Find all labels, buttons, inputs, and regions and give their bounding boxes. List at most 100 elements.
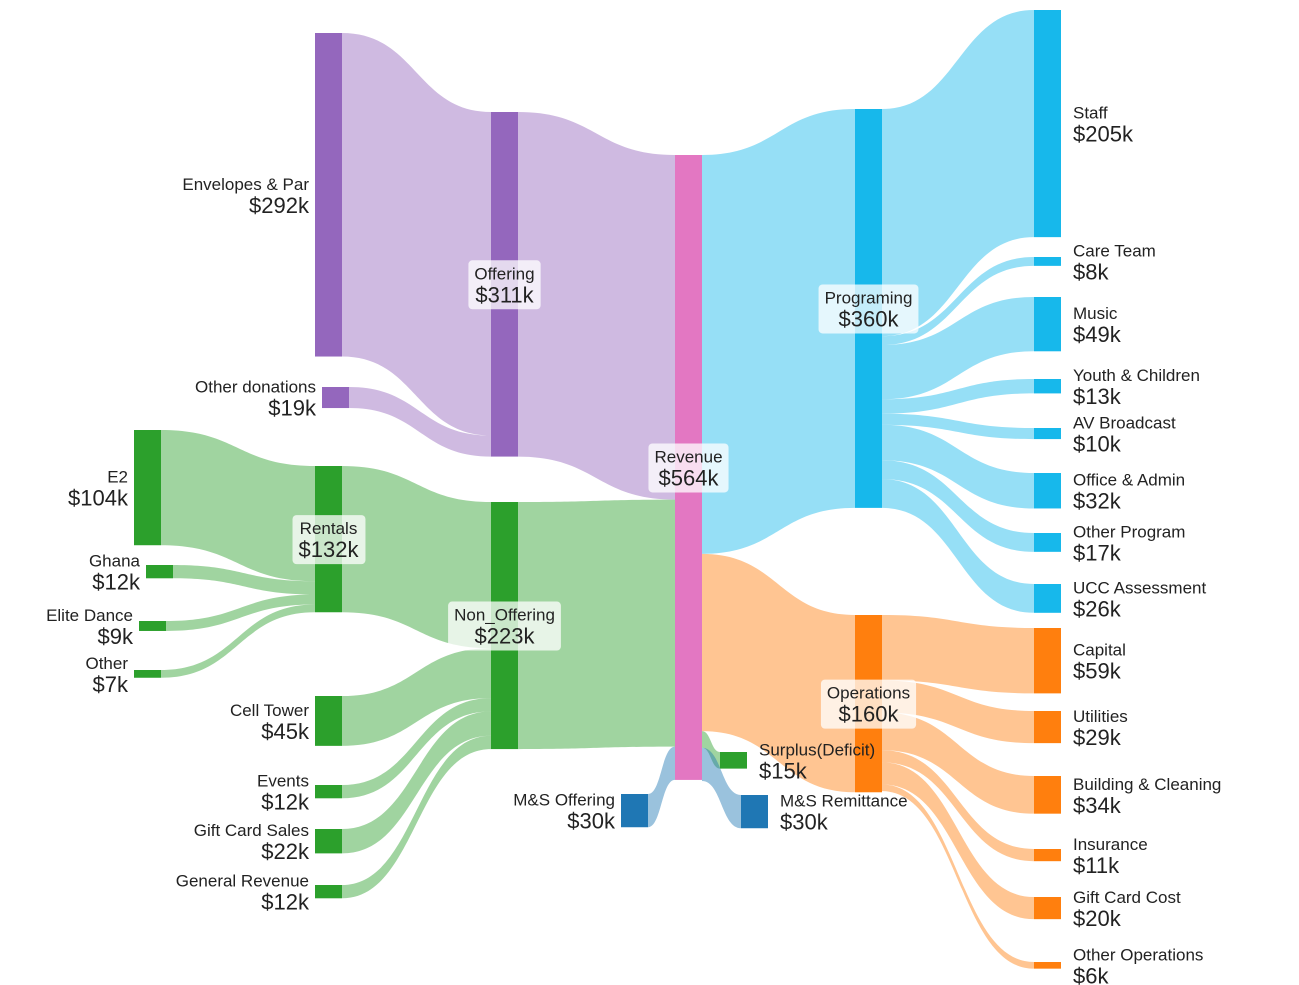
node-value: $30k xyxy=(780,810,829,835)
node xyxy=(146,565,173,579)
label-box xyxy=(648,443,729,493)
node-value: $15k xyxy=(759,758,808,783)
node xyxy=(1034,962,1061,969)
node-value: $19k xyxy=(268,396,317,421)
node-value: $292k xyxy=(249,193,310,218)
node xyxy=(1034,297,1061,352)
node-name: Capital xyxy=(1073,641,1126,660)
node xyxy=(1034,533,1061,552)
node-name: Cell Tower xyxy=(230,701,309,720)
node-name: E2 xyxy=(107,468,128,487)
node-name: General Revenue xyxy=(176,872,309,891)
node-name: Elite Dance xyxy=(46,606,133,625)
labels: Envelopes & Par$292k Other donations$19k O… xyxy=(46,104,1221,985)
node-name: Other Operations xyxy=(1073,945,1203,964)
links xyxy=(161,10,1034,969)
node xyxy=(741,795,768,829)
node-name: AV Broadcast xyxy=(1073,414,1176,433)
link xyxy=(882,379,1034,414)
node-name: Youth & Children xyxy=(1073,366,1200,385)
node-name: Programing xyxy=(825,288,913,307)
label-box xyxy=(820,679,917,729)
node-value: $45k xyxy=(261,719,310,744)
link xyxy=(349,387,491,457)
node-value: $9k xyxy=(98,624,134,649)
link xyxy=(648,746,675,828)
node xyxy=(315,885,342,899)
node-name: Building & Cleaning xyxy=(1073,775,1221,794)
node xyxy=(720,752,747,769)
node-value: $11k xyxy=(1073,853,1120,878)
node xyxy=(322,387,349,409)
link xyxy=(518,499,675,750)
node-value: $160k xyxy=(839,702,900,727)
node-value: $12k xyxy=(261,790,310,815)
link xyxy=(882,424,1034,509)
node-value: $311k xyxy=(475,282,534,307)
link xyxy=(166,594,315,631)
link xyxy=(882,460,1034,552)
node-name: Insurance xyxy=(1073,835,1148,854)
link xyxy=(342,698,491,799)
link xyxy=(342,648,491,746)
node xyxy=(1034,473,1061,509)
node-name: Surplus(Deficit) xyxy=(759,740,875,759)
node xyxy=(1034,776,1061,814)
node xyxy=(1034,849,1061,862)
node-name: M&S Offering xyxy=(513,791,615,810)
node-name: Other donations xyxy=(195,378,316,397)
node-value: $104k xyxy=(68,486,129,511)
node-value: $49k xyxy=(1073,322,1122,347)
node-name: Envelopes & Par xyxy=(182,175,309,194)
label-box xyxy=(818,284,919,334)
node xyxy=(1034,10,1061,238)
node-value: $13k xyxy=(1073,384,1122,409)
node-name: Events xyxy=(257,772,309,791)
label-box xyxy=(448,601,561,651)
node-value: $360k xyxy=(839,306,900,331)
node xyxy=(1034,428,1061,440)
link xyxy=(882,615,1034,694)
node-name: Other Program xyxy=(1073,522,1185,541)
node xyxy=(1034,711,1061,744)
node xyxy=(134,430,161,546)
node-value: $12k xyxy=(261,890,310,915)
node xyxy=(1034,379,1061,394)
link xyxy=(518,112,675,500)
node xyxy=(315,696,342,746)
node-value: $30k xyxy=(567,809,616,834)
node-name: Office & Admin xyxy=(1073,471,1185,490)
node-value: $12k xyxy=(92,570,141,595)
link xyxy=(702,747,741,829)
node-name: Care Team xyxy=(1073,241,1156,260)
node-value: $29k xyxy=(1073,725,1122,750)
node xyxy=(134,670,161,678)
node-name: Offering xyxy=(474,264,534,283)
node-value: $20k xyxy=(1073,906,1122,931)
link xyxy=(882,479,1034,613)
link xyxy=(702,731,720,769)
node xyxy=(315,785,342,799)
link xyxy=(882,784,1034,969)
node-name: Rentals xyxy=(300,519,358,538)
link xyxy=(882,10,1034,337)
link xyxy=(161,604,315,678)
node-value: $22k xyxy=(261,839,310,864)
link xyxy=(882,680,1034,744)
label-box xyxy=(292,515,366,565)
node-name: Revenue xyxy=(654,447,722,466)
node-value: $223k xyxy=(475,624,536,649)
node xyxy=(1034,628,1061,694)
node xyxy=(621,794,648,828)
node xyxy=(315,33,342,357)
link xyxy=(882,762,1034,920)
link xyxy=(173,565,315,595)
link xyxy=(702,553,855,793)
node-name: Non_Offering xyxy=(454,606,555,625)
link xyxy=(882,297,1034,400)
node-value: $7k xyxy=(93,672,129,697)
node-name: UCC Assessment xyxy=(1073,578,1206,597)
node-value: $205k xyxy=(1073,122,1134,147)
link xyxy=(882,750,1034,862)
node-name: Other xyxy=(85,654,128,673)
